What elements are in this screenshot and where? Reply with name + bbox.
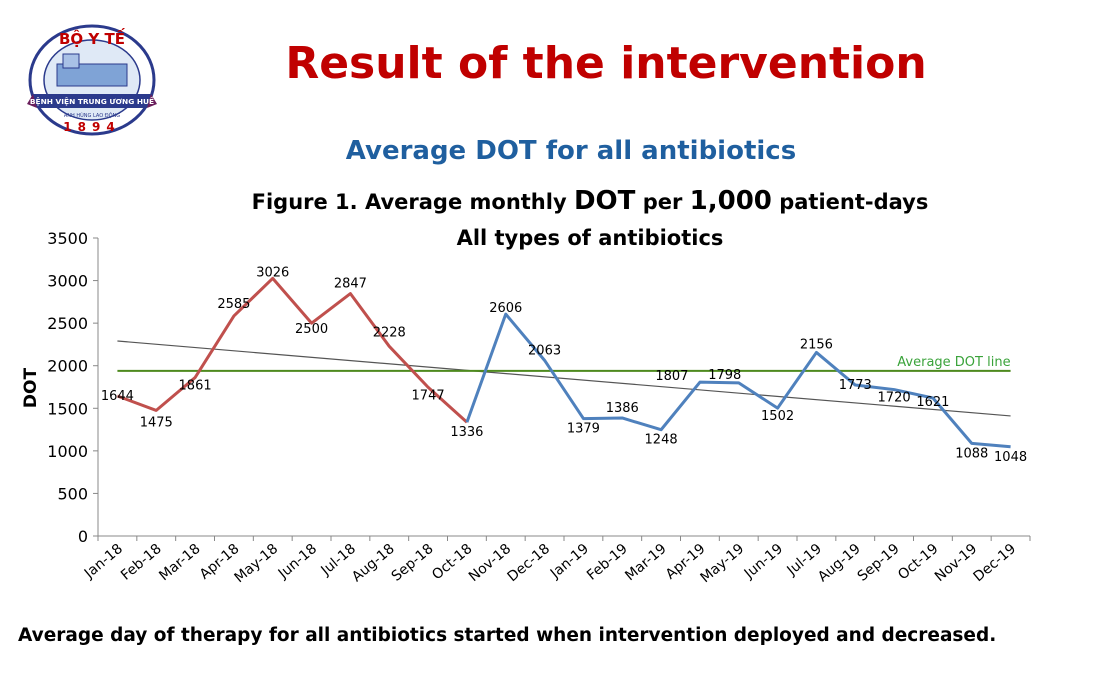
x-tick-label: Jun-19 <box>741 541 786 583</box>
y-tick-label: 500 <box>57 484 88 503</box>
x-tick-label: Aug-18 <box>349 541 398 586</box>
x-tick-label: Nov-18 <box>466 541 514 585</box>
chart-caption: Average day of therapy for all antibioti… <box>18 625 997 646</box>
x-tick-label: Jun-18 <box>275 541 320 583</box>
y-tick-label: 3000 <box>47 272 88 291</box>
data-label: 1475 <box>140 415 173 430</box>
data-label: 2606 <box>489 301 522 316</box>
chart-title-line1: Figure 1. Average monthly DOT per 1,000 … <box>252 186 929 216</box>
logo-sub-text: ANH HÙNG LAO ĐỘNG <box>64 112 120 119</box>
x-tick-label: May-19 <box>698 541 748 586</box>
data-label: 1386 <box>606 401 639 416</box>
x-tick-label: Jan-18 <box>81 541 126 582</box>
data-label: 1747 <box>412 388 445 403</box>
y-tick-label: 1000 <box>47 442 88 461</box>
x-tick-label: Dec-19 <box>971 541 1020 585</box>
logo-top-text: BỘ Y TẾ <box>59 27 126 48</box>
data-label: 1807 <box>655 369 688 384</box>
hospital-logo: BỘ Y TẾ BỆNH VIỆN TRUNG ƯƠNG HUẾ ANH HÙN… <box>27 24 157 136</box>
data-label: 2847 <box>334 277 367 292</box>
data-label: 2156 <box>800 337 833 352</box>
y-tick-label: 3500 <box>47 229 88 248</box>
x-tick-label: Mar-19 <box>622 541 669 584</box>
data-label: 1248 <box>645 433 678 448</box>
y-axis-label: DOT <box>21 368 41 409</box>
data-label: 1720 <box>878 391 911 406</box>
x-tick-label: Feb-18 <box>118 541 165 584</box>
data-label: 1048 <box>994 450 1027 465</box>
data-label: 3026 <box>256 265 289 280</box>
logo-banner-text: BỆNH VIỆN TRUNG ƯƠNG HUẾ <box>30 96 155 106</box>
logo-year: 1894 <box>63 120 120 134</box>
y-tick-label: 0 <box>78 527 88 546</box>
data-label: 2585 <box>217 297 250 312</box>
pre-intervention-series-line <box>116 276 468 424</box>
data-label: 2063 <box>528 343 561 358</box>
data-label: 1379 <box>567 422 600 437</box>
data-label: 2500 <box>295 322 328 337</box>
data-label: 1088 <box>955 446 988 461</box>
post-intervention-series-line <box>465 312 1011 449</box>
x-tick-label: Dec-18 <box>505 541 554 585</box>
x-tick-label: Sep-18 <box>389 541 437 585</box>
x-tick-label: Jan-19 <box>547 541 592 582</box>
x-tick-label: Feb-19 <box>584 541 631 584</box>
x-tick-label: Mar-18 <box>156 541 203 584</box>
x-tick-label: Nov-19 <box>932 541 980 585</box>
data-label: 1798 <box>708 368 741 383</box>
data-label: 1502 <box>761 409 794 424</box>
data-label: 1773 <box>839 378 872 393</box>
x-tick-label: Sep-19 <box>855 541 903 585</box>
trend-line <box>117 340 1011 417</box>
page-title: Result of the intervention <box>285 38 927 89</box>
y-tick-label: 1500 <box>47 399 88 418</box>
page-subtitle: Average DOT for all antibiotics <box>345 136 797 166</box>
chart-title-line2: All types of antibiotics <box>457 226 724 250</box>
average-line-label: Average DOT line <box>897 355 1010 370</box>
x-tick-label: May-18 <box>232 541 282 586</box>
y-tick-label: 2000 <box>47 357 88 376</box>
data-label: 1644 <box>101 389 134 404</box>
y-tick-label: 2500 <box>47 314 88 333</box>
data-label: 1861 <box>179 379 212 394</box>
data-label: 2228 <box>373 325 406 340</box>
data-label: 1621 <box>916 395 949 410</box>
dot-line-chart: Figure 1. Average monthly DOT per 1,000 … <box>21 186 1031 586</box>
data-label: 1336 <box>450 425 483 440</box>
x-tick-label: Aug-19 <box>815 541 864 586</box>
